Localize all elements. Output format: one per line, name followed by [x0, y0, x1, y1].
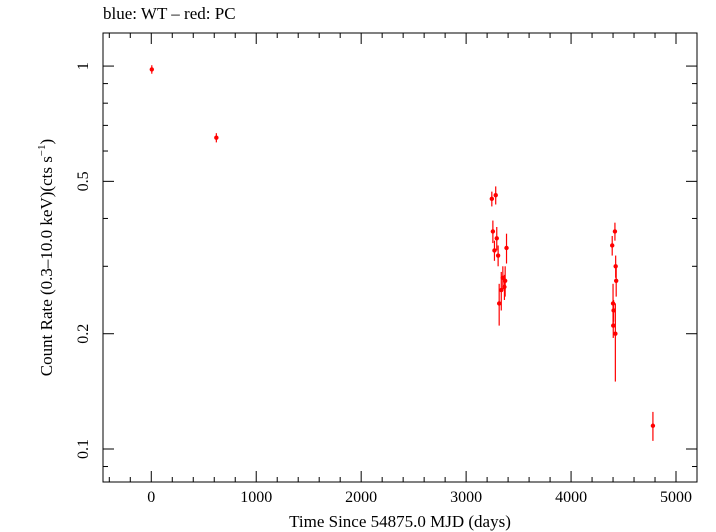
data-marker [611, 323, 616, 328]
y-axis-label-close: ) [37, 139, 56, 145]
data-point [490, 220, 496, 244]
tick-labels: 0 1000 2000 3000 4000 5000 0.1 0.2 0.5 1 [75, 62, 692, 506]
y-tick-label: 0.1 [75, 439, 92, 459]
y-tick-label: 0.5 [75, 171, 92, 191]
data-marker [613, 331, 618, 336]
x-tick-label: 3000 [450, 489, 482, 506]
data-marker [650, 423, 656, 428]
y-axis-label: Count Rate (0.3–10.0 keV)(cts s−1) [36, 139, 56, 376]
data-marker [612, 229, 618, 234]
data-marker [613, 278, 619, 283]
data-point [496, 283, 502, 326]
y-tick-label: 0.2 [75, 324, 92, 344]
data-point [493, 186, 498, 205]
data-point [149, 65, 155, 74]
axis-ticks [103, 33, 698, 482]
data-marker [493, 193, 498, 198]
data-point [502, 266, 508, 297]
data-marker [489, 196, 495, 202]
data-marker [490, 229, 496, 234]
data-point [489, 191, 495, 207]
x-tick-label: 2000 [345, 489, 377, 506]
chart-title: blue: WT – red: PC [103, 4, 236, 23]
data-points [149, 65, 656, 441]
data-marker [611, 308, 616, 313]
data-marker [502, 284, 507, 290]
data-point [613, 303, 618, 382]
data-point [650, 411, 656, 441]
data-marker [610, 243, 615, 248]
data-marker [495, 253, 501, 258]
y-axis-label-main: Count Rate (0.3–10.0 keV)(cts s [37, 156, 56, 376]
data-point [495, 245, 501, 267]
x-tick-label: 1000 [240, 489, 272, 506]
data-point [612, 222, 618, 241]
data-point [494, 226, 499, 251]
data-marker [496, 301, 502, 306]
data-point [504, 233, 509, 264]
x-tick-label: 4000 [555, 489, 587, 506]
data-marker [494, 236, 499, 241]
data-marker [499, 287, 504, 293]
data-point [613, 266, 619, 297]
x-axis-label: Time Since 54875.0 MJD (days) [289, 512, 511, 531]
data-marker [492, 248, 497, 253]
data-point [610, 235, 615, 256]
data-marker [504, 245, 509, 251]
data-marker [214, 135, 219, 140]
x-tick-label: 5000 [660, 489, 692, 506]
y-axis-label-exponent: −1 [36, 144, 48, 156]
x-tick-label: 0 [147, 489, 155, 506]
data-marker [502, 278, 508, 283]
data-point [492, 240, 497, 261]
plot-frame [102, 32, 698, 483]
data-point [214, 133, 219, 143]
data-marker [149, 67, 155, 72]
y-tick-label: 1 [75, 62, 92, 70]
